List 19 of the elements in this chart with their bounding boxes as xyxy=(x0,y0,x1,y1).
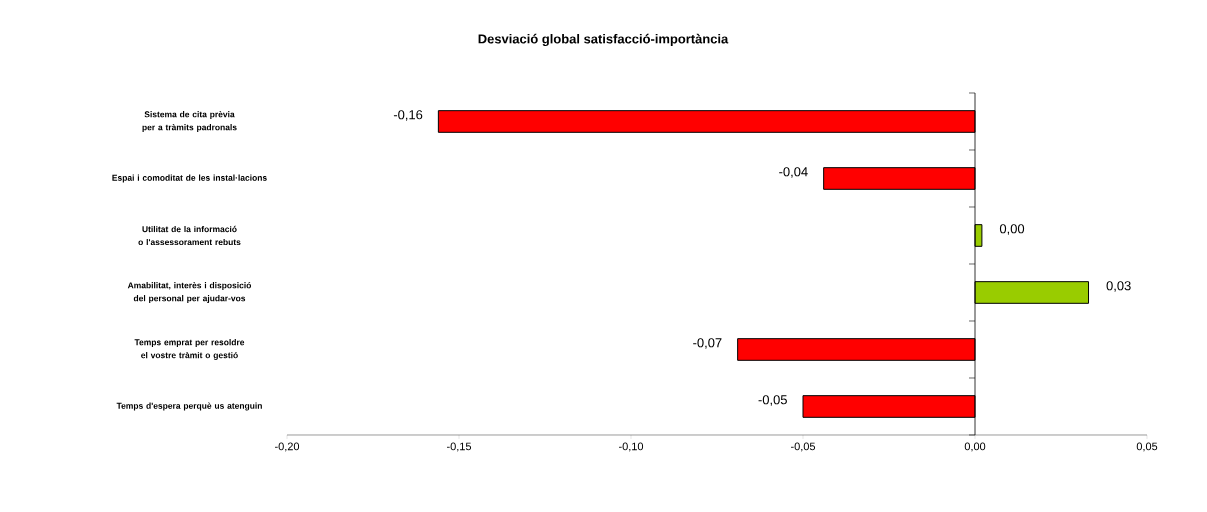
y-tick-label: Temps emprat per resoldre el vostre tràmit o gestió xyxy=(134,339,245,360)
chart-title: Desviació global satisfacció-importància xyxy=(478,33,729,47)
y-tick-label: Utilitat de la informació o l'assessorament rebuts xyxy=(138,225,241,246)
y-tick-label: Espai i comoditat de les instal·lacions xyxy=(112,174,267,183)
data-label: -0,05 xyxy=(758,395,787,406)
data-label: -0,16 xyxy=(393,110,423,121)
y-tick-label: Sistema de cita prèvia per a tràmits padronals xyxy=(142,111,237,132)
x-tick-label: -0,10 xyxy=(619,442,644,452)
data-label: -0,04 xyxy=(779,167,808,178)
y-tick-label: Amabilitat, interès i disposició del personal per ajudar-vos xyxy=(127,282,252,303)
y-tick-label: Temps d'espera perquè us atenguin xyxy=(116,402,262,411)
x-tick-label: 0,05 xyxy=(1136,442,1158,452)
x-tick-label: -0,20 xyxy=(275,442,300,452)
data-label: -0,07 xyxy=(693,338,722,349)
data-label: 0,03 xyxy=(1106,281,1131,292)
data-label: 0,00 xyxy=(999,224,1025,235)
x-tick-label: -0,15 xyxy=(447,442,472,452)
x-tick-label: 0,00 xyxy=(964,442,986,452)
x-tick-label: -0,05 xyxy=(791,442,816,452)
